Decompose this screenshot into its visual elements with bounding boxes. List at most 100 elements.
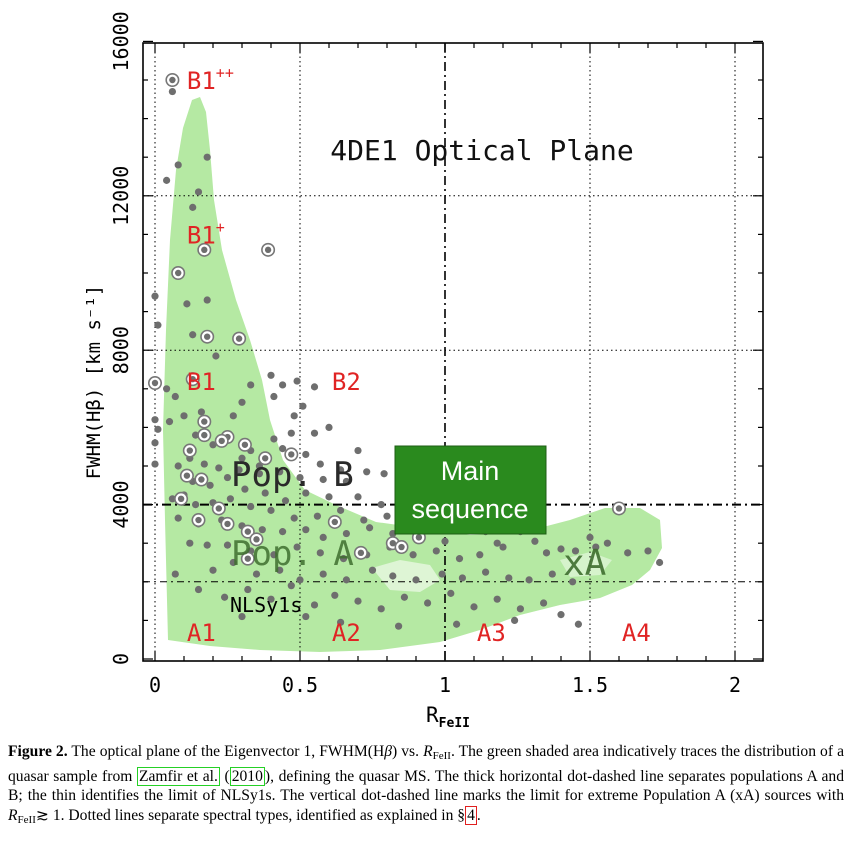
data-point xyxy=(168,495,176,503)
data-point xyxy=(279,381,287,389)
spectral-type-label: B1 xyxy=(187,368,216,396)
data-point xyxy=(290,514,298,522)
data-point xyxy=(310,383,319,391)
data-point xyxy=(586,533,594,542)
data-point xyxy=(302,450,310,459)
y-tick-label: 8000 xyxy=(109,326,133,374)
x-tick-label: 2 xyxy=(729,673,741,697)
circled-data-point-core xyxy=(235,335,243,342)
data-point xyxy=(337,506,345,514)
data-point xyxy=(247,502,255,511)
circled-data-point-core xyxy=(215,505,222,512)
data-point xyxy=(505,574,513,582)
data-point xyxy=(624,549,632,557)
data-point xyxy=(557,545,565,553)
spectral-type-label: A3 xyxy=(477,619,506,647)
circled-data-point-core xyxy=(218,437,225,445)
circled-data-point-core xyxy=(264,246,272,254)
circled-data-point-core xyxy=(331,518,338,526)
x-tick-label: 0.5 xyxy=(282,673,318,697)
data-point xyxy=(189,331,197,339)
caption-text-6: ≳ 1. Dotted lines separate spectral type… xyxy=(35,806,466,824)
data-point xyxy=(279,445,287,453)
data-point xyxy=(247,381,255,389)
x-tick-label: 1.5 xyxy=(572,673,608,697)
data-point xyxy=(267,371,275,379)
data-point xyxy=(163,176,171,184)
circled-data-point-core xyxy=(201,418,208,425)
circled-data-point-core xyxy=(398,543,405,551)
caption-text-7: . xyxy=(476,806,481,824)
data-point xyxy=(171,392,179,401)
spectral-type-superscript: ++ xyxy=(216,64,234,82)
caption-label: Figure 2. xyxy=(8,743,68,760)
spectral-type-label: B1++ xyxy=(187,64,234,95)
caption-text-5: ), defining the quasar MS. The thick hor… xyxy=(8,767,845,805)
circled-data-point-core xyxy=(151,379,159,387)
data-point xyxy=(493,539,501,547)
data-point xyxy=(470,603,478,611)
data-point xyxy=(226,495,234,503)
data-point xyxy=(241,485,249,493)
circled-data-point-core xyxy=(201,431,208,439)
pop-a-label: Pop. A xyxy=(231,534,354,574)
data-point xyxy=(261,489,269,497)
data-point xyxy=(656,558,664,567)
data-point xyxy=(183,300,191,308)
circled-data-point-core xyxy=(357,549,365,557)
data-point xyxy=(603,539,612,547)
data-point xyxy=(339,555,348,563)
data-point xyxy=(302,526,310,534)
data-point xyxy=(342,529,350,538)
data-point xyxy=(325,493,333,501)
data-point xyxy=(221,593,229,601)
citation-zamfir-link[interactable]: Zamfir et al. xyxy=(136,766,220,786)
data-point xyxy=(302,612,310,621)
data-point xyxy=(293,377,301,385)
caption-beta: β xyxy=(384,743,393,760)
data-point xyxy=(644,547,652,555)
chart-title: 4DE1 Optical Plane xyxy=(330,134,633,167)
data-point xyxy=(455,555,464,563)
data-point xyxy=(571,547,580,555)
spectral-type-label: A1 xyxy=(187,619,216,647)
caption-text-3: . The green shaded area indicatively tra… xyxy=(8,743,844,785)
data-point xyxy=(366,524,374,532)
caption-text-2: ) vs. xyxy=(392,743,424,760)
main-sequence-box: Main sequence xyxy=(394,445,547,535)
circled-data-point-core xyxy=(198,476,205,483)
data-point xyxy=(325,423,333,431)
circled-data-point-core xyxy=(204,333,211,340)
data-point xyxy=(209,441,217,449)
section-ref-link[interactable]: 4 xyxy=(465,805,477,825)
circled-data-point-core xyxy=(288,451,295,458)
data-point xyxy=(542,549,551,557)
data-point xyxy=(540,599,548,607)
data-point xyxy=(290,412,298,420)
data-point xyxy=(154,321,162,329)
data-point xyxy=(229,558,237,567)
data-point xyxy=(310,601,319,609)
data-point xyxy=(209,566,217,574)
caption-r-symbol-2: R xyxy=(8,806,18,824)
data-point xyxy=(174,462,182,470)
data-point xyxy=(235,466,243,474)
data-point xyxy=(412,576,420,584)
data-point xyxy=(342,576,350,584)
circled-data-point-core xyxy=(244,528,251,535)
caption-text-1: The optical plane of the Eigenvector 1, … xyxy=(71,743,385,760)
circled-data-point-core xyxy=(183,472,191,479)
citation-year-link[interactable]: 2010 xyxy=(229,766,265,786)
data-point xyxy=(276,468,284,476)
circled-data-point-core xyxy=(389,540,396,547)
data-point xyxy=(270,435,278,443)
data-point xyxy=(192,501,200,509)
data-point xyxy=(331,591,339,599)
x-tick-label: 1 xyxy=(439,673,451,697)
x-tick-labels: 0 0.5 1 1.5 2 xyxy=(149,673,741,697)
data-point xyxy=(368,566,377,574)
data-point xyxy=(316,549,324,557)
main-sequence-line2: sequence xyxy=(411,494,528,524)
circled-data-point-core xyxy=(177,495,185,503)
data-point xyxy=(189,203,197,211)
